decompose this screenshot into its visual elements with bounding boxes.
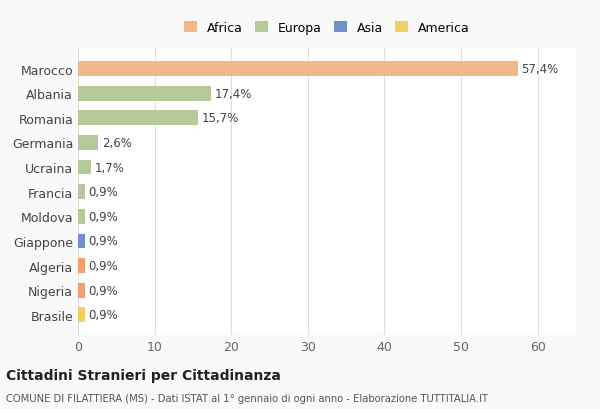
Legend: Africa, Europa, Asia, America: Africa, Europa, Asia, America [181,18,473,38]
Text: 0,9%: 0,9% [89,210,118,223]
Text: 0,9%: 0,9% [89,284,118,297]
Text: 17,4%: 17,4% [215,88,253,101]
Text: 0,9%: 0,9% [89,308,118,321]
Text: COMUNE DI FILATTIERA (MS) - Dati ISTAT al 1° gennaio di ogni anno - Elaborazione: COMUNE DI FILATTIERA (MS) - Dati ISTAT a… [6,393,488,402]
Bar [78,209,85,224]
Bar [78,185,85,200]
Text: 0,9%: 0,9% [89,259,118,272]
Bar [78,136,98,151]
Text: 1,7%: 1,7% [95,161,125,174]
Bar [78,283,85,298]
Bar [78,160,91,175]
Text: 2,6%: 2,6% [102,137,131,150]
Text: 57,4%: 57,4% [521,63,559,76]
Text: 15,7%: 15,7% [202,112,239,125]
Text: Cittadini Stranieri per Cittadinanza: Cittadini Stranieri per Cittadinanza [6,368,281,382]
Bar [78,258,85,273]
Bar [78,234,85,249]
Bar [78,111,198,126]
Bar [78,62,518,77]
Bar [78,87,211,101]
Bar [78,308,85,322]
Text: 0,9%: 0,9% [89,186,118,199]
Text: 0,9%: 0,9% [89,235,118,248]
